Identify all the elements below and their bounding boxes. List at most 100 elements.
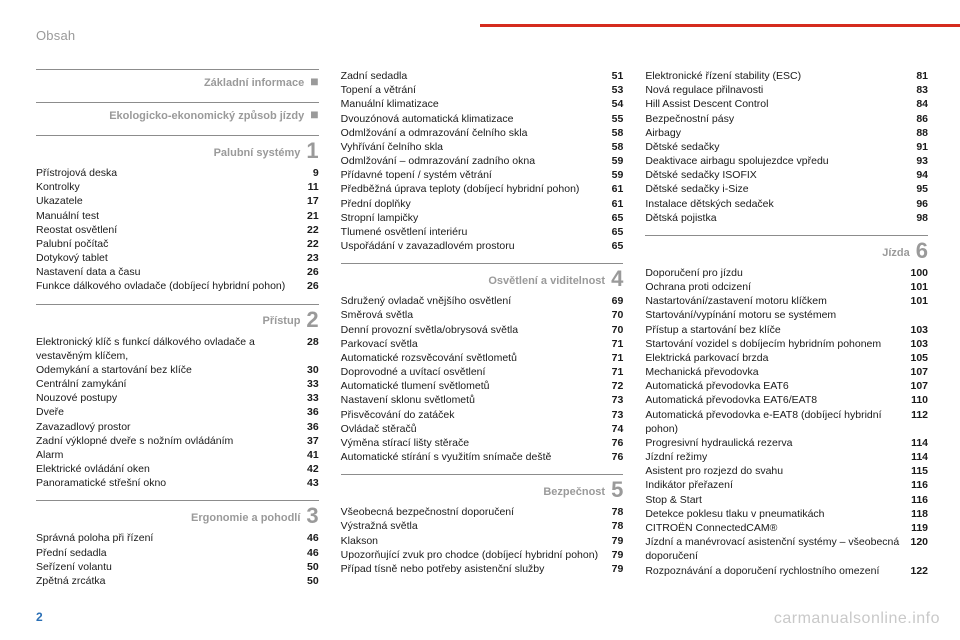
toc-entry-label: Seřízení volantu: [36, 560, 299, 574]
toc-entry-page: 59: [612, 168, 624, 182]
toc-entry-page: 93: [916, 154, 928, 168]
toc-entry-page: 120: [910, 535, 928, 549]
section-header: Jízda6: [645, 235, 928, 262]
footer-watermark: carmanualsonline.info: [774, 610, 940, 628]
toc-entry-page: 37: [307, 434, 319, 448]
toc-entry-page: 76: [612, 436, 624, 450]
toc-entry-label: Dvouzónová automatická klimatizace: [341, 112, 604, 126]
toc-entry: Nová regulace přilnavosti83: [645, 83, 928, 97]
toc-entry-label: Sdružený ovladač vnějšího osvětlení: [341, 294, 604, 308]
toc-entry-page: 103: [910, 337, 928, 351]
toc-entry-page: 94: [916, 168, 928, 182]
toc-entry-page: 46: [307, 546, 319, 560]
toc-entry-label: Klakson: [341, 534, 604, 548]
toc-entry: Elektrické ovládání oken42: [36, 462, 319, 476]
toc-entry-page: 36: [307, 420, 319, 434]
toc-entry-label: Přístup a startování bez klíče: [645, 323, 902, 337]
toc-entry-page: 71: [612, 337, 624, 351]
toc-entry-page: 105: [910, 351, 928, 365]
toc-entry-page: 71: [612, 351, 624, 365]
toc-entry-label: Stop & Start: [645, 493, 903, 507]
toc-entry-label: Automatická převodovka EAT6: [645, 379, 902, 393]
toc-entry: Automatická převodovka EAT6/EAT8110: [645, 393, 928, 407]
toc-entry-label: Dotykový tablet: [36, 251, 299, 265]
section-header: Osvětlení a viditelnost 4: [341, 263, 624, 290]
toc-entry-page: 58: [612, 126, 624, 140]
toc-entry-label: Kontrolky: [36, 180, 300, 194]
toc-entry: Dětské sedačky i-Size95: [645, 182, 928, 196]
toc-entry: Nastavení sklonu světlometů73: [341, 393, 624, 407]
toc-entry: Odmlžování – odmrazování zadního okna59: [341, 154, 624, 168]
section-header: Ergonomie a pohodlí3: [36, 500, 319, 527]
toc-entry: Přední doplňky61: [341, 197, 624, 211]
toc-entry: Elektrická parkovací brzda 105: [645, 351, 928, 365]
toc-column-1: Základní informace■Ekologicko-ekonomický…: [36, 69, 319, 588]
toc-entry-page: 79: [612, 534, 624, 548]
toc-entry: Progresivní hydraulická rezerva114: [645, 436, 928, 450]
toc-entry: Detekce poklesu tlaku v pneumatikách118: [645, 507, 928, 521]
toc-entry: Přední sedadla46: [36, 546, 319, 560]
toc-entry: Zadní sedadla 51: [341, 69, 624, 83]
toc-entry-label: Deaktivace airbagu spolujezdce vpředu: [645, 154, 908, 168]
toc-entry-page: 51: [612, 69, 624, 83]
toc-entry-page: 22: [307, 237, 319, 251]
section-title: Přístup: [263, 315, 301, 328]
toc-entry: Uspořádání v zavazadlovém prostoru65: [341, 239, 624, 253]
toc-entry-page: 88: [916, 126, 928, 140]
section-title: Jízda: [882, 247, 910, 260]
toc-entry-page: 41: [307, 448, 319, 462]
toc-entry-page: 55: [612, 112, 624, 126]
section-number: 4: [611, 268, 623, 290]
toc-entry: Automatické rozsvěcování světlometů71: [341, 351, 624, 365]
toc-entry-label: Startování/vypínání motoru se systémem: [645, 308, 920, 322]
toc-entry-label: Všeobecná bezpečnostní doporučení: [341, 505, 604, 519]
toc-entry-label: Funkce dálkového ovladače (dobíjecí hybr…: [36, 279, 299, 293]
toc-entry-label: Směrová světla: [341, 308, 604, 322]
toc-entry-page: 95: [916, 182, 928, 196]
section-number: 5: [611, 479, 623, 501]
toc-entry-page: 28: [307, 335, 319, 349]
toc-entry: Elektronický klíč s funkcí dálkového ovl…: [36, 335, 319, 363]
toc-entry-label: Zadní sedadla: [341, 69, 604, 83]
toc-entry-page: 122: [910, 564, 928, 578]
accent-bar: [480, 24, 960, 27]
toc-entry: Reostat osvětlení22: [36, 223, 319, 237]
toc-entry-page: 69: [612, 294, 624, 308]
toc-entry-label: Panoramatické střešní okno: [36, 476, 299, 490]
toc-column-3: Elektronické řízení stability (ESC) 81Nov…: [645, 69, 928, 588]
toc-entry: Klakson 79: [341, 534, 624, 548]
toc-entry-label: Ovládač stěračů: [341, 422, 604, 436]
toc-entry-page: 43: [307, 476, 319, 490]
toc-entry-page: 118: [911, 507, 928, 521]
toc-entry-label: Stropní lampičky: [341, 211, 604, 225]
toc-entry-page: 114: [911, 450, 928, 464]
toc-entry: Přístup a startování bez klíče103: [645, 323, 928, 337]
toc-entry: Asistent pro rozjezd do svahu115: [645, 464, 928, 478]
toc-entry-label: Elektrická parkovací brzda: [645, 351, 902, 365]
toc-entry: Doprovodné a uvítací osvětlení71: [341, 365, 624, 379]
toc-entry: Výstražná světla78: [341, 519, 624, 533]
toc-entry-page: 86: [916, 112, 928, 126]
toc-entry: Nastartování/zastavení motoru klíčkem101: [645, 294, 928, 308]
toc-entry: Jízdní režimy114: [645, 450, 928, 464]
toc-entry: Panoramatické střešní okno 43: [36, 476, 319, 490]
section-header: Přístup2: [36, 304, 319, 331]
toc-entry: Správná poloha při řízení46: [36, 531, 319, 545]
toc-entry: Airbagy88: [645, 126, 928, 140]
manual-toc-page: Obsah Základní informace■Ekologicko-ekon…: [0, 0, 960, 640]
section-header: Palubní systémy1: [36, 135, 319, 162]
toc-entry-label: Reostat osvětlení: [36, 223, 299, 237]
section-title: Osvětlení a viditelnost: [488, 275, 605, 288]
toc-entry-label: Předběžná úprava teploty (dobíjecí hybri…: [341, 182, 604, 196]
page-number: 2: [36, 610, 43, 624]
toc-entry-label: Elektronické řízení stability (ESC): [645, 69, 908, 83]
toc-entry-page: 65: [612, 225, 624, 239]
toc-entry: Bezpečnostní pásy86: [645, 112, 928, 126]
toc-entry-label: Dětské sedačky ISOFIX: [645, 168, 908, 182]
toc-entry-page: 112: [911, 408, 928, 422]
toc-entry-label: Hill Assist Descent Control: [645, 97, 908, 111]
toc-entry: Dětská pojistka98: [645, 211, 928, 225]
toc-entry-page: 100: [910, 266, 928, 280]
toc-entry: Nastavení data a času26: [36, 265, 319, 279]
toc-entry-page: 81: [916, 69, 928, 83]
